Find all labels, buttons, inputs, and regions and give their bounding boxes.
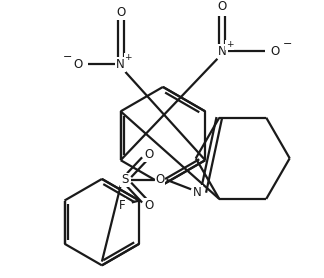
Text: S: S (121, 173, 128, 187)
Text: O: O (217, 0, 227, 13)
Text: O: O (116, 6, 125, 19)
Text: O: O (270, 45, 279, 58)
Text: O: O (74, 58, 83, 71)
Text: +: + (124, 53, 132, 62)
Text: F: F (119, 199, 126, 212)
Text: N: N (116, 58, 125, 71)
Text: −: − (63, 52, 72, 62)
Text: O: O (144, 148, 154, 161)
Text: −: − (283, 39, 293, 49)
Text: N: N (218, 45, 226, 58)
Text: O: O (156, 173, 165, 187)
Text: N: N (193, 186, 202, 198)
Text: O: O (144, 199, 154, 212)
Text: +: + (226, 40, 233, 49)
